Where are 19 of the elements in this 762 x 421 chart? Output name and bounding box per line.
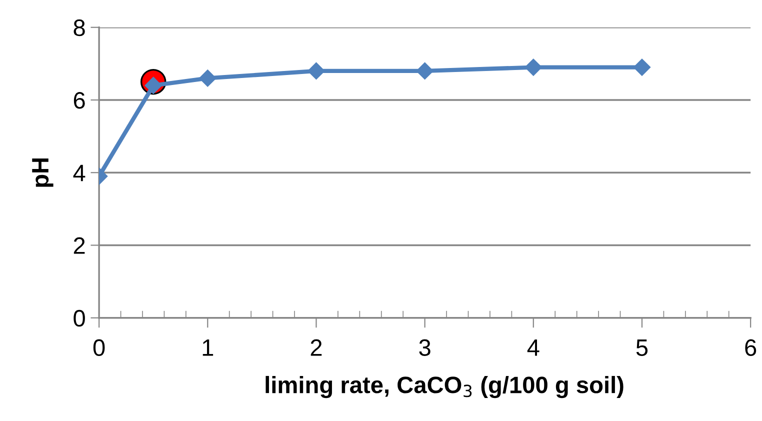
x-axis-title: liming rate, CaCO$_{3}$ (g/100 g soil) xyxy=(266,376,624,398)
y-tick-label: 6 xyxy=(74,92,85,109)
y-axis-title: pH xyxy=(32,158,54,187)
x-tick-label: 3 xyxy=(419,339,430,356)
point xyxy=(199,70,216,87)
x-tick-label: 2 xyxy=(310,339,322,356)
x-tick-label: 5 xyxy=(636,340,648,356)
point xyxy=(416,62,434,80)
x-tick-label: 4 xyxy=(527,340,540,356)
point xyxy=(308,62,325,80)
point xyxy=(524,58,542,76)
x-tick-label: 6 xyxy=(745,339,756,356)
y-tick-label: 2 xyxy=(74,237,85,254)
x-tick-label: 0 xyxy=(93,339,105,356)
y-tick-label: 0 xyxy=(74,310,85,327)
y-tick-label: 4 xyxy=(73,164,86,182)
y-tick-label: 8 xyxy=(74,19,85,36)
point xyxy=(633,58,651,76)
x-tick-label: 1 xyxy=(202,340,214,356)
